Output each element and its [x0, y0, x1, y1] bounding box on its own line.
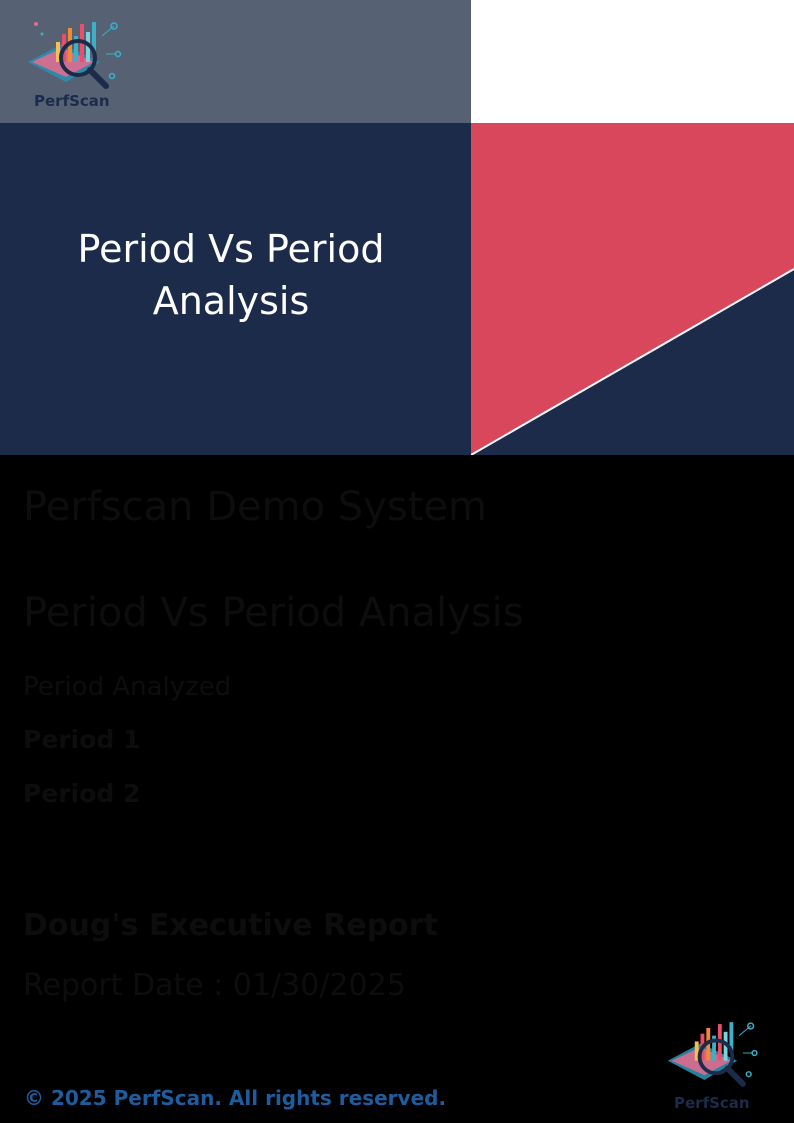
- copyright-notice: © 2025 PerfScan. All rights reserved.: [24, 1086, 447, 1110]
- logo-band: PerfScan: [0, 0, 471, 123]
- magnifier-chart-icon: [667, 1022, 758, 1087]
- period-analyzed-heading: Period Analyzed: [23, 672, 232, 702]
- report-title: Period Vs Period Analysis: [23, 590, 524, 636]
- magnifier-chart-icon: [28, 22, 122, 89]
- perfscan-logo-top: PerfScan: [22, 14, 132, 114]
- logo-wordmark: PerfScan: [34, 92, 110, 110]
- accent-triangles: [470, 123, 794, 456]
- cover-title-line-2: Analysis: [152, 279, 310, 323]
- period-2-label: Period 2: [23, 779, 141, 808]
- system-name: Perfscan Demo System: [23, 484, 487, 530]
- accent-panel: [470, 123, 794, 456]
- period-1-label: Period 1: [23, 725, 141, 754]
- report-date: Report Date : 01/30/2025: [23, 968, 406, 1003]
- logo-wordmark: PerfScan: [674, 1094, 750, 1112]
- cover-title-line-1: Period Vs Period: [77, 227, 385, 271]
- executive-report-title: Doug's Executive Report: [23, 908, 438, 943]
- white-corner-block: [471, 0, 794, 123]
- cover-title: Period Vs Period Analysis: [0, 223, 462, 327]
- cover-title-panel: Period Vs Period Analysis: [0, 123, 471, 455]
- perfscan-logo-bottom: PerfScan: [662, 1008, 768, 1116]
